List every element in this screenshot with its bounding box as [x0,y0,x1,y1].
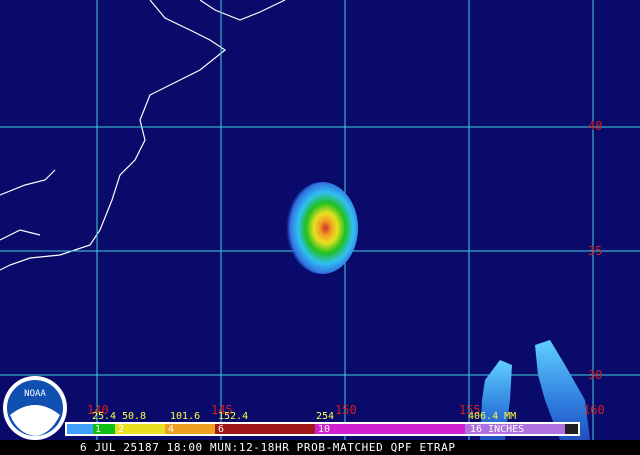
coastline [0,0,286,271]
lat-label: 40 [588,119,602,133]
inch-label: 6 [218,424,224,435]
inch-label: 4 [168,424,174,435]
mm-label: 406.4 MM [468,411,516,422]
legend: 25.4 50.8 101.6 152.4 254 406.4 MM 1 2 4… [65,411,580,436]
legend-swatch [93,424,115,434]
mm-label: 152.4 [218,411,248,422]
legend-swatch [165,424,215,434]
legend-swatch [465,424,565,434]
caption: 6 JUL 25187 18:00 MUN:12-18HR PROB-MATCH… [80,441,456,454]
legend-swatch [67,424,93,434]
rain-band [535,340,590,440]
inch-label: 16 INCHES [470,424,524,435]
noaa-logo: NOAA [3,376,67,440]
mm-label: 101.6 [170,411,200,422]
mm-label: 254 [316,411,334,422]
legend-swatch [565,424,578,434]
mm-label: 50.8 [122,411,146,422]
lon-label: 140 [87,403,109,417]
lat-label: 35 [588,244,602,258]
inch-label: 1 [95,424,101,435]
inch-label: 2 [118,424,124,435]
rain-cell [286,182,358,274]
lon-label: 150 [335,403,357,417]
mm-label: 25.4 [92,411,116,422]
inch-label: 10 [318,424,330,435]
lon-label: 145 [211,403,233,417]
logo-text: NOAA [24,389,46,399]
legend-swatch [315,424,465,434]
lon-label: 155 [459,403,481,417]
lon-label: 160 [583,403,605,417]
logo-bird [10,405,60,436]
lat-label: 30 [588,368,602,382]
legend-swatch [215,424,315,434]
legend-swatch [115,424,165,434]
rain-band [480,360,512,440]
